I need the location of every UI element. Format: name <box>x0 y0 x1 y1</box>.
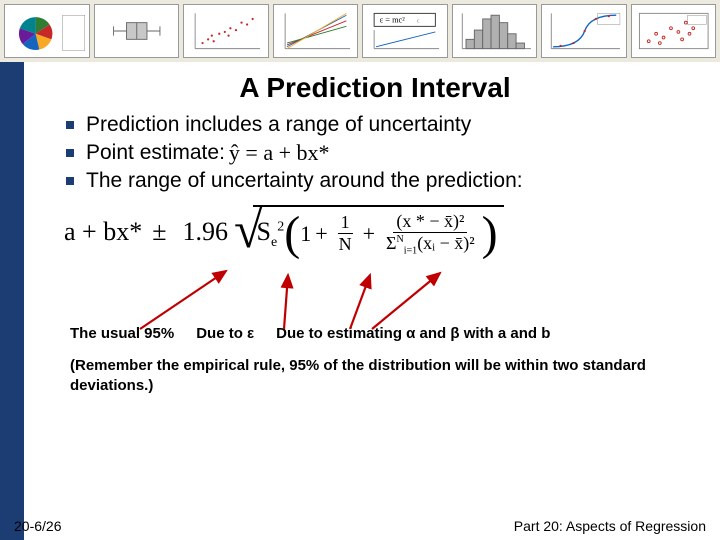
annot-due-to-epsilon: Due to ε <box>196 325 254 342</box>
thumb-histogram <box>452 4 538 58</box>
annotation-labels: The usual 95% Due to ε Due to estimating… <box>60 325 692 342</box>
bullet-1: Prediction includes a range of uncertain… <box>60 113 692 137</box>
se-squared: Se2 <box>257 217 285 251</box>
remember-note: (Remember the empirical rule, 95% of the… <box>60 356 692 397</box>
svg-text:c: c <box>417 18 420 25</box>
thumb-formula: ε = mc² c <box>362 4 448 58</box>
thumb-boxplot <box>94 4 180 58</box>
annot-due-to-estimating: Due to estimating α and β with a and b <box>276 325 550 342</box>
formula-lhs: a + bx* <box>60 217 142 247</box>
thumb-scatter-loose <box>631 4 717 58</box>
bullet-text: Point estimate: <box>86 141 225 165</box>
bullet-icon <box>66 149 74 157</box>
thumb-scatter <box>183 4 269 58</box>
plus: + <box>363 221 375 247</box>
prediction-interval-formula: a + bx* ± 1.96 √ Se2 ( 1 + 1 N <box>60 205 692 259</box>
paren-open: ( <box>284 215 300 253</box>
bullet-list: Prediction includes a range of uncertain… <box>60 113 692 193</box>
bullet-icon <box>66 121 74 129</box>
point-estimate-formula: ŷ = a + bx* <box>229 140 330 166</box>
one: 1 <box>300 221 311 247</box>
sqrt-expression: √ Se2 ( 1 + 1 N + (x <box>234 205 504 259</box>
footer-left: 20-6/26 <box>14 518 61 534</box>
bullet-text: The range of uncertainty around the pred… <box>86 169 523 193</box>
slide-content: A Prediction Interval Prediction include… <box>0 62 720 540</box>
thumbnail-bar: ε = mc² c <box>0 0 720 62</box>
annot-usual-95: The usual 95% <box>70 325 174 342</box>
slide-footer: 20-6/26 Part 20: Aspects of Regression <box>14 518 706 534</box>
bullet-text: Prediction includes a range of uncertain… <box>86 113 471 137</box>
svg-text:ε = mc²: ε = mc² <box>380 16 406 25</box>
thumb-multiline <box>273 4 359 58</box>
frac-deviation: (x * − x̄)² ΣNi=1(xᵢ − x̄)² <box>383 211 478 257</box>
multiplier: 1.96 <box>182 217 228 247</box>
bullet-3: The range of uncertainty around the pred… <box>60 169 692 193</box>
left-sidebar <box>0 62 24 540</box>
bullet-2: Point estimate: ŷ = a + bx* <box>60 140 692 166</box>
slide-title: A Prediction Interval <box>30 62 720 110</box>
frac-1-over-n: 1 N <box>336 212 355 255</box>
bullet-icon <box>66 177 74 185</box>
footer-right: Part 20: Aspects of Regression <box>514 518 706 534</box>
thumb-pie <box>4 4 90 58</box>
plus-minus: ± <box>152 217 166 247</box>
thumb-scurve <box>541 4 627 58</box>
paren-close: ) <box>482 215 498 253</box>
plus: + <box>315 221 327 247</box>
